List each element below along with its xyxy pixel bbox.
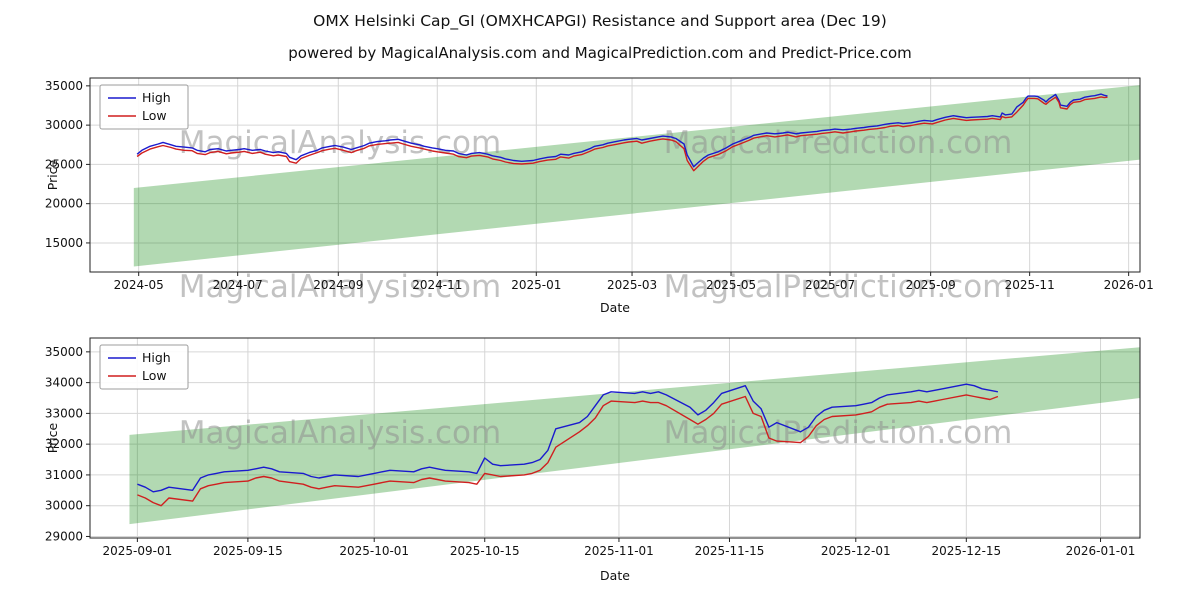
top-chart: MagicalAnalysis.com MagicalPrediction.com…: [45, 77, 1154, 315]
watermark-text: MagicalPrediction.com: [664, 125, 1013, 161]
y-tick-label: 33000: [45, 406, 83, 420]
legend-label: Low: [142, 368, 167, 383]
legend: [99, 84, 189, 130]
x-tick-label: 2025-05: [706, 278, 756, 292]
x-tick-label: 2024-11: [412, 278, 462, 292]
axis-label-price: Price: [45, 422, 60, 453]
chart-title: OMX Helsinki Cap_GI (OMXHCAPGI) Resistan…: [313, 12, 887, 30]
watermark-text: MagicalPrediction.com: [664, 269, 1013, 305]
low-line: [137, 394, 999, 507]
watermark-text: MagicalAnalysis.com: [179, 269, 501, 305]
x-tick-label: 2024-09: [313, 278, 363, 292]
x-tick-label: 2025-10-15: [450, 544, 520, 558]
x-tick-label: 2024-05: [114, 278, 164, 292]
low-line: [136, 96, 1108, 172]
x-tick-label: 2025-09-01: [102, 544, 172, 558]
x-tick-label: 2026-01: [1104, 278, 1154, 292]
x-tick-label: 2025-11-01: [584, 544, 654, 558]
y-tick-label: 20000: [45, 197, 83, 211]
y-tick-label: 31000: [45, 468, 83, 482]
x-tick-label: 2025-12-01: [821, 544, 891, 558]
legend-label: High: [142, 90, 171, 105]
x-tick-label: 2025-03: [607, 278, 657, 292]
y-tick-label: 15000: [45, 236, 83, 250]
watermark-text: MagicalAnalysis.com: [179, 125, 501, 161]
axis-label-price: Price: [45, 159, 60, 190]
plot-border: [89, 77, 1141, 273]
high-line: [137, 383, 999, 493]
x-tick-label: 2025-07: [805, 278, 855, 292]
y-tick-label: 34000: [45, 376, 83, 390]
y-tick-label: 29000: [45, 529, 83, 543]
watermark-text: MagicalPrediction.com: [664, 415, 1013, 451]
y-tick-label: 30000: [45, 118, 83, 132]
high-line: [136, 93, 1108, 168]
x-tick-label: 2025-12-15: [931, 544, 1001, 558]
y-tick-label: 35000: [45, 345, 83, 359]
x-tick-label: 2026-01-01: [1066, 544, 1136, 558]
axis-label-date: Date: [600, 568, 630, 583]
x-tick-label: 2025-11: [1005, 278, 1055, 292]
chart-subtitle: powered by MagicalAnalysis.com and Magic…: [288, 44, 912, 62]
y-tick-label: 35000: [45, 79, 83, 93]
y-tick-label: 32000: [45, 437, 83, 451]
legend-label: High: [142, 350, 171, 365]
plot-border: [89, 337, 1141, 539]
y-tick-label: 25000: [45, 157, 83, 171]
support-resistance-band: [133, 85, 1140, 267]
axis-label-date: Date: [600, 300, 630, 315]
y-tick-label: 30000: [45, 499, 83, 513]
x-tick-label: 2024-07: [213, 278, 263, 292]
x-tick-label: 2025-09-15: [213, 544, 283, 558]
x-tick-label: 2025-09: [906, 278, 956, 292]
support-resistance-band: [129, 347, 1140, 525]
legend-label: Low: [142, 108, 167, 123]
watermark-text: MagicalAnalysis.com: [179, 415, 501, 451]
x-tick-label: 2025-10-01: [339, 544, 409, 558]
legend: [99, 344, 189, 390]
x-tick-label: 2025-11-15: [695, 544, 765, 558]
bottom-chart: MagicalAnalysis.com MagicalPrediction.com…: [45, 337, 1141, 583]
x-tick-label: 2025-01: [511, 278, 561, 292]
